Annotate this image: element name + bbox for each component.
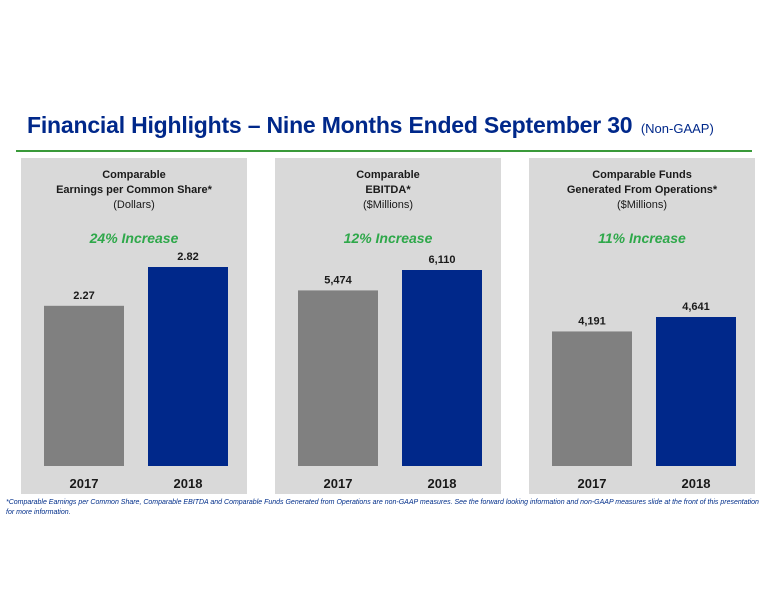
x-tick-label-2017: 2017 — [578, 476, 607, 491]
panel-header: Comparable EBITDA* ($Millions) — [275, 168, 501, 213]
x-tick-label-2017: 2017 — [70, 476, 99, 491]
x-tick-label-2018: 2018 — [174, 476, 203, 491]
bar-2017 — [552, 331, 632, 466]
panel-title-line2: EBITDA* — [365, 184, 411, 196]
panel-unit: (Dollars) — [113, 199, 155, 211]
panel-title-line1: Comparable — [356, 169, 420, 181]
bar-2018 — [402, 270, 482, 466]
panel-title-line1: Comparable Funds — [592, 169, 692, 181]
panel-title-line1: Comparable — [102, 169, 166, 181]
data-label-2017: 5,474 — [324, 274, 352, 286]
panel-title-line2: Earnings per Common Share* — [56, 184, 212, 196]
title-suffix: (Non-GAAP) — [640, 121, 714, 136]
title-main: Financial Highlights – Nine Months Ended… — [27, 112, 633, 138]
panel-ebitda: Comparable EBITDA* ($Millions) 12% Incre… — [275, 158, 501, 494]
panel-unit: ($Millions) — [616, 199, 668, 211]
data-label-2017: 2.27 — [73, 290, 94, 302]
panel-title-line2: Generated From Operations* — [566, 184, 718, 196]
panel-header: Comparable Earnings per Common Share* (D… — [21, 168, 247, 213]
x-tick-label-2018: 2018 — [682, 476, 711, 491]
panel-eps: Comparable Earnings per Common Share* (D… — [21, 158, 247, 494]
data-label-2017: 4,191 — [578, 315, 606, 327]
increase-label: 12% Increase — [343, 230, 433, 246]
bar-2018 — [148, 267, 228, 466]
panel-header: Comparable Funds Generated From Operatio… — [529, 168, 755, 213]
bar-2017 — [298, 290, 378, 466]
data-label-2018: 4,641 — [682, 301, 710, 313]
title-underline — [16, 150, 752, 152]
bar-chart-eps: 2.27 2017 2.82 2018 — [44, 251, 228, 491]
panel-unit: ($Millions) — [362, 199, 414, 211]
footnote: *Comparable Earnings per Common Share, C… — [6, 499, 759, 516]
panel-ffo: Comparable Funds Generated From Operatio… — [529, 158, 755, 494]
increase-label: 11% Increase — [598, 230, 686, 246]
page-title: Financial Highlights – Nine Months Ended… — [27, 112, 757, 148]
bar-2018 — [656, 317, 736, 466]
x-tick-label-2017: 2017 — [324, 476, 353, 491]
bar-chart-ebitda: 5,474 2017 6,110 2018 — [298, 254, 482, 491]
increase-label: 24% Increase — [89, 230, 179, 246]
bar-chart-ffo: 4,191 2017 4,641 2018 — [552, 301, 736, 491]
data-label-2018: 6,110 — [429, 254, 456, 266]
bar-2017 — [44, 305, 124, 466]
data-label-2018: 2.82 — [177, 251, 198, 263]
x-tick-label-2018: 2018 — [428, 476, 457, 491]
